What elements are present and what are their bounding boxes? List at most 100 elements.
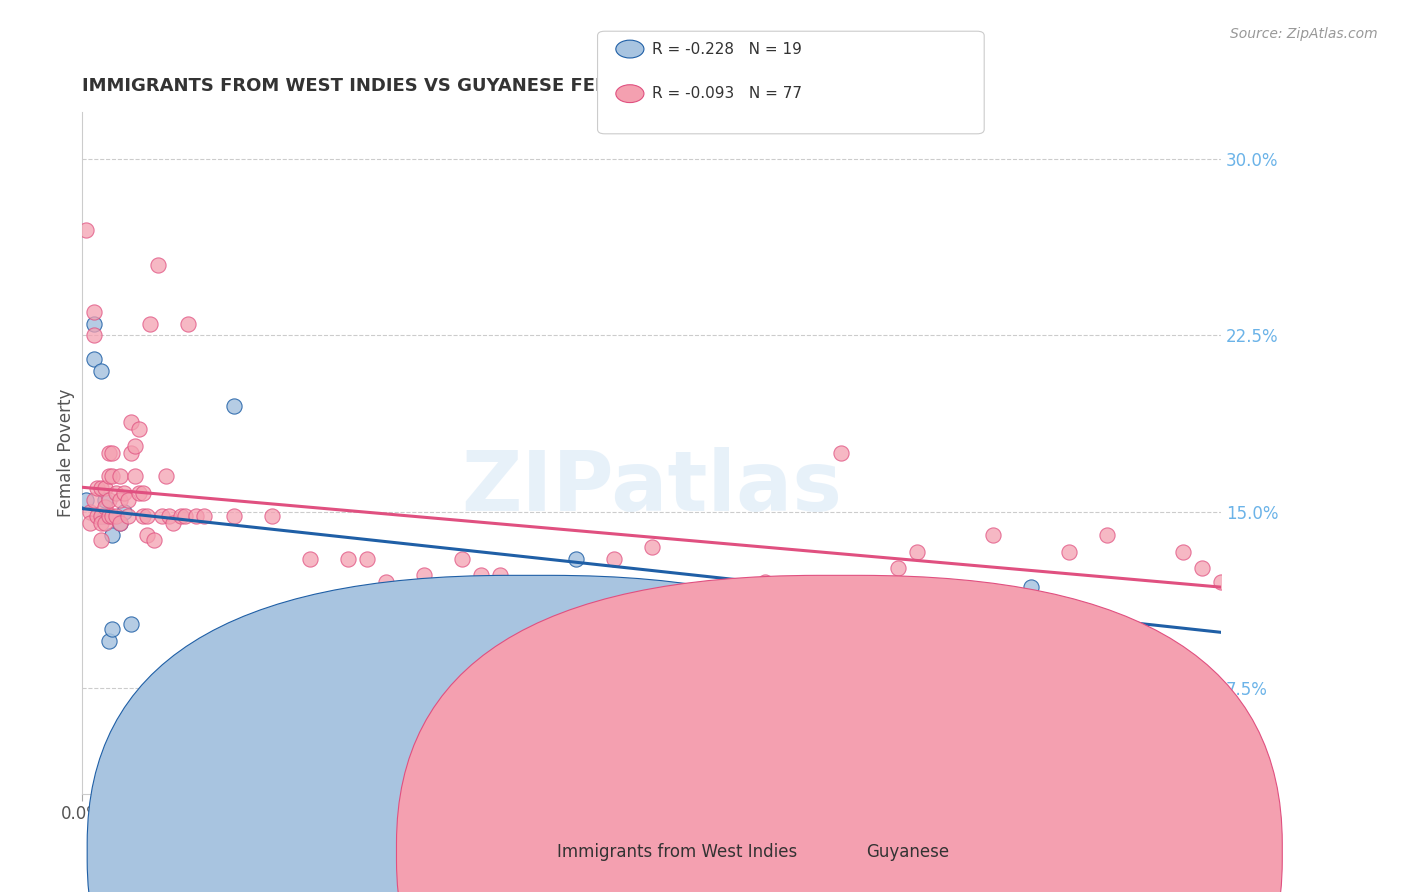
Point: [97, 446, 120, 460]
Point: [981, 528, 1004, 542]
Point: [90, 533, 112, 547]
Point: [1209, 575, 1232, 590]
Point: [79, 505, 101, 519]
Point: [101, 622, 124, 636]
Point: [97, 469, 120, 483]
Point: [108, 493, 131, 508]
Point: [117, 509, 139, 524]
Y-axis label: Female Poverty: Female Poverty: [58, 389, 75, 517]
Point: [90, 364, 112, 378]
Point: [97, 634, 120, 648]
Point: [128, 486, 150, 500]
Text: R = -0.228   N = 19: R = -0.228 N = 19: [652, 42, 803, 56]
Text: Source: ZipAtlas.com: Source: ZipAtlas.com: [1230, 27, 1378, 41]
Point: [94, 481, 117, 495]
Point: [640, 540, 662, 554]
Point: [374, 575, 396, 590]
Point: [108, 516, 131, 531]
Point: [121, 446, 143, 460]
Point: [166, 705, 188, 719]
Point: [887, 561, 910, 575]
Point: [132, 509, 155, 524]
Point: [260, 509, 283, 524]
Point: [204, 716, 226, 731]
Point: [470, 568, 492, 582]
Point: [101, 528, 124, 542]
Point: [1057, 544, 1080, 558]
Point: [79, 516, 101, 531]
Point: [105, 486, 128, 500]
Point: [159, 509, 181, 524]
Point: [112, 486, 135, 500]
Point: [905, 544, 928, 558]
Point: [336, 551, 359, 566]
Point: [90, 516, 112, 531]
Point: [101, 469, 124, 483]
Point: [184, 509, 207, 524]
Point: [170, 509, 193, 524]
Point: [162, 516, 184, 531]
Point: [143, 533, 166, 547]
Point: [356, 551, 378, 566]
Point: [298, 551, 321, 566]
Point: [177, 317, 200, 331]
Point: [83, 493, 105, 508]
Point: [121, 617, 143, 632]
Point: [1095, 528, 1118, 542]
Point: [150, 509, 173, 524]
Point: [75, 223, 97, 237]
Point: [155, 469, 177, 483]
Point: [94, 516, 117, 531]
Point: [412, 568, 434, 582]
Point: [83, 351, 105, 366]
Point: [173, 509, 195, 524]
Point: [108, 516, 131, 531]
Text: ZIPatlas: ZIPatlas: [461, 447, 842, 527]
Text: R = -0.093   N = 77: R = -0.093 N = 77: [652, 87, 803, 101]
Point: [128, 422, 150, 436]
Point: [564, 551, 586, 566]
Point: [394, 610, 416, 624]
Point: [124, 469, 146, 483]
Text: Immigrants from West Indies: Immigrants from West Indies: [557, 843, 797, 861]
Point: [139, 317, 162, 331]
Text: IMMIGRANTS FROM WEST INDIES VS GUYANESE FEMALE POVERTY CORRELATION CHART: IMMIGRANTS FROM WEST INDIES VS GUYANESE …: [82, 78, 970, 95]
Point: [101, 446, 124, 460]
Point: [135, 528, 157, 542]
Point: [75, 493, 97, 508]
Point: [83, 305, 105, 319]
Point: [105, 509, 128, 524]
Point: [450, 551, 472, 566]
Text: Guyanese: Guyanese: [866, 843, 949, 861]
Point: [86, 509, 108, 524]
Point: [193, 509, 215, 524]
Point: [108, 469, 131, 483]
Point: [83, 328, 105, 343]
Point: [112, 505, 135, 519]
Point: [117, 493, 139, 508]
Point: [1039, 634, 1062, 648]
Point: [222, 509, 245, 524]
Point: [1019, 580, 1042, 594]
Point: [135, 509, 157, 524]
Point: [602, 551, 624, 566]
Point: [90, 509, 112, 524]
Point: [90, 481, 112, 495]
Point: [97, 493, 120, 508]
Point: [830, 446, 852, 460]
Point: [1039, 603, 1062, 617]
Point: [1171, 544, 1194, 558]
Point: [754, 575, 776, 590]
Point: [132, 486, 155, 500]
Point: [83, 317, 105, 331]
Point: [124, 439, 146, 453]
Point: [146, 258, 169, 272]
Point: [97, 509, 120, 524]
Point: [488, 568, 510, 582]
Point: [101, 509, 124, 524]
Point: [1191, 561, 1213, 575]
Point: [94, 500, 117, 514]
Point: [222, 399, 245, 413]
Point: [132, 728, 155, 742]
Point: [94, 493, 117, 508]
